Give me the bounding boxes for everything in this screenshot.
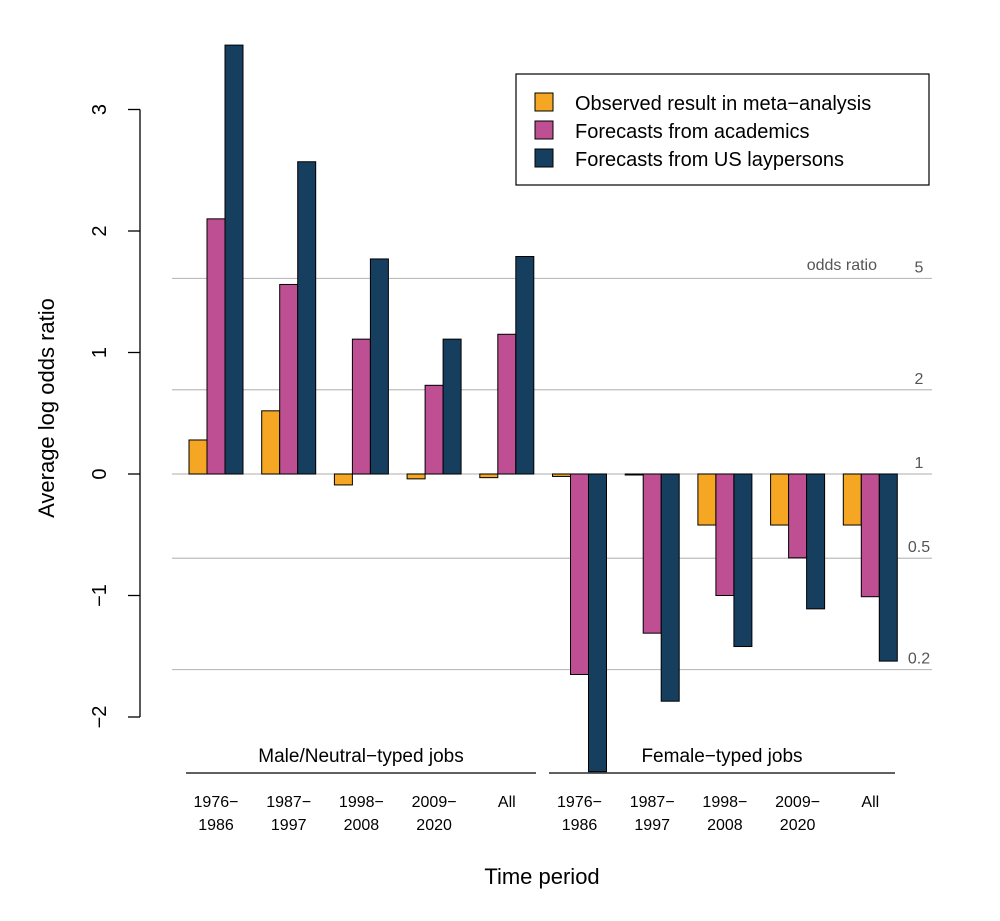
y-tick-label: −2	[89, 706, 111, 729]
legend-label: Forecasts from academics	[575, 121, 810, 143]
legend-swatch	[534, 120, 554, 140]
x-tick-label: 1998−	[702, 794, 747, 811]
odds-ratio-tick-label: 2	[915, 371, 924, 388]
group-label: Male/Neutral−typed jobs	[258, 746, 463, 767]
bar	[588, 473, 607, 773]
bar	[697, 473, 717, 526]
legend-box	[515, 73, 930, 186]
bar	[515, 256, 535, 475]
x-tick-label: 1976−	[557, 794, 602, 811]
bar	[878, 473, 898, 662]
odds-ratio-title: odds ratio	[807, 257, 877, 274]
bar	[188, 439, 208, 475]
bar	[479, 473, 499, 479]
legend-swatch	[534, 92, 554, 112]
x-tick-label: 2009−	[775, 794, 820, 811]
y-tick-label: 1	[89, 347, 111, 358]
legend-swatch	[534, 148, 554, 168]
y-tick-label: 0	[89, 468, 111, 479]
bar	[860, 473, 880, 598]
y-axis: −2 −1 0 1 2 3	[89, 104, 141, 729]
x-tick-label: 1986	[562, 817, 598, 834]
legend: Observed result in meta−analysis Forecast…	[515, 73, 930, 186]
x-tick-label: 2009−	[412, 794, 457, 811]
x-tick-label: 2008	[344, 817, 380, 834]
odds-ratio-tick-label: 5	[915, 259, 924, 276]
x-tick-label: 1997	[271, 817, 307, 834]
odds-ratio-tick-label: 0.2	[908, 651, 930, 668]
bar	[206, 218, 226, 475]
x-tick-label: All	[498, 794, 516, 811]
bar	[406, 473, 426, 480]
odds-ratio-tick-label: 0.5	[908, 539, 930, 556]
bar	[279, 283, 299, 475]
bar	[351, 338, 371, 475]
bar	[842, 473, 862, 526]
x-tick-label: 2020	[780, 817, 816, 834]
y-tick-label: 3	[89, 104, 111, 115]
x-tick-label: 2008	[707, 817, 743, 834]
y-axis-title: Average log odds ratio	[34, 298, 59, 518]
bar	[424, 384, 444, 475]
odds-ratio-axis: 5 2 1 0.5 0.2	[908, 259, 930, 667]
bar	[497, 333, 517, 475]
bar	[369, 258, 389, 475]
bar	[224, 44, 244, 475]
legend-label: Observed result in meta−analysis	[575, 93, 871, 115]
odds-ratio-tick-label: 1	[915, 455, 924, 472]
x-tick-label: 1987−	[266, 794, 311, 811]
bar	[806, 473, 826, 610]
x-tick-label: 2020	[416, 817, 452, 834]
bar	[770, 473, 790, 526]
x-tick-label: 1986	[198, 817, 234, 834]
legend-label: Forecasts from US laypersons	[575, 149, 844, 171]
group-label: Female−typed jobs	[641, 746, 802, 767]
x-axis-title: Time period	[484, 864, 599, 889]
bar	[297, 161, 317, 475]
bar	[788, 473, 808, 559]
x-axis-groups: Male/Neutral−typed jobs 1976− 1986 1987− 199…	[186, 746, 895, 834]
y-tick-label: 2	[89, 225, 111, 236]
y-tick-label: −1	[89, 584, 111, 607]
bar	[333, 473, 353, 486]
bar	[442, 338, 462, 475]
x-tick-label: All	[861, 794, 879, 811]
bar	[733, 473, 753, 648]
x-tick-label: 1987−	[630, 794, 675, 811]
bar	[261, 410, 281, 475]
bar	[570, 473, 589, 675]
bar	[552, 473, 571, 477]
bar	[715, 473, 735, 596]
x-tick-label: 1998−	[339, 794, 384, 811]
bar	[642, 473, 662, 634]
x-tick-label: 1976−	[194, 794, 239, 811]
x-tick-label: 1997	[634, 817, 670, 834]
bar-series	[188, 44, 898, 773]
bar	[624, 473, 644, 476]
bar	[660, 473, 680, 702]
